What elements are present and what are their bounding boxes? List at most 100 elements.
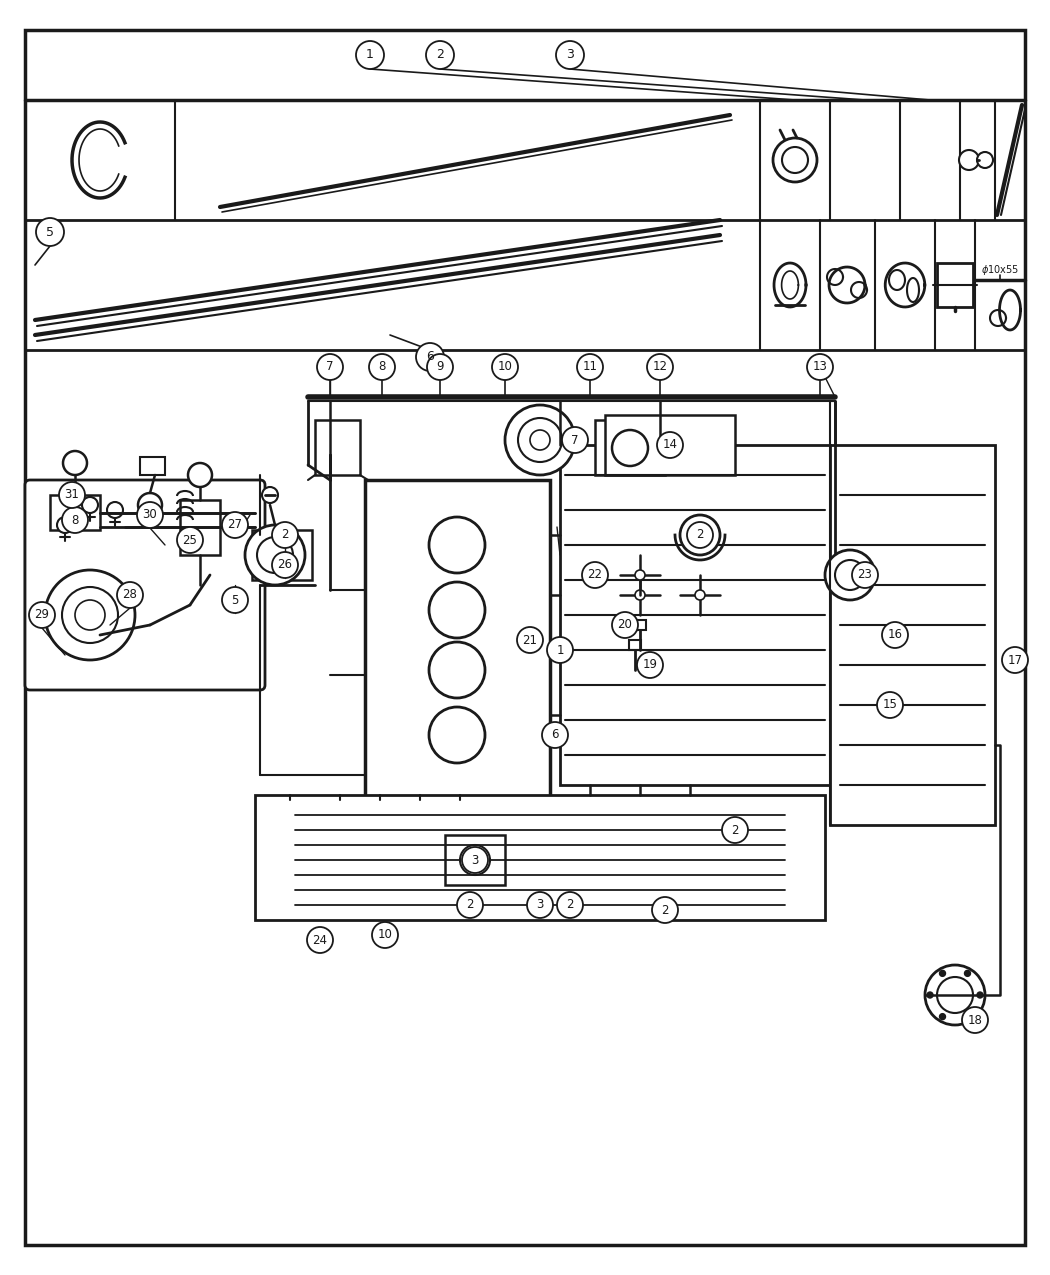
Text: 3: 3 bbox=[471, 853, 479, 867]
Circle shape bbox=[527, 892, 553, 918]
Circle shape bbox=[542, 722, 568, 748]
Circle shape bbox=[807, 354, 833, 380]
Circle shape bbox=[62, 586, 118, 643]
Bar bbox=[140, 456, 165, 476]
Text: 28: 28 bbox=[123, 589, 138, 602]
Text: 20: 20 bbox=[617, 618, 632, 631]
Circle shape bbox=[82, 497, 98, 513]
Text: 15: 15 bbox=[883, 699, 898, 711]
Circle shape bbox=[835, 560, 865, 590]
Circle shape bbox=[75, 601, 105, 630]
Circle shape bbox=[429, 708, 485, 762]
Bar bbox=[180, 500, 220, 555]
Circle shape bbox=[652, 898, 678, 923]
Circle shape bbox=[976, 152, 993, 168]
Circle shape bbox=[940, 970, 945, 977]
Circle shape bbox=[556, 892, 583, 918]
Text: 26: 26 bbox=[277, 558, 293, 571]
Circle shape bbox=[45, 570, 135, 660]
Text: 16: 16 bbox=[887, 629, 903, 641]
Circle shape bbox=[1002, 646, 1028, 673]
Text: 2: 2 bbox=[696, 529, 704, 542]
Circle shape bbox=[429, 516, 485, 572]
Circle shape bbox=[680, 515, 720, 555]
Circle shape bbox=[429, 581, 485, 638]
Text: 31: 31 bbox=[64, 488, 80, 501]
Circle shape bbox=[612, 430, 648, 465]
Circle shape bbox=[257, 537, 293, 572]
Circle shape bbox=[426, 41, 454, 69]
Circle shape bbox=[635, 570, 645, 580]
Circle shape bbox=[937, 977, 973, 1014]
Text: 8: 8 bbox=[71, 514, 79, 527]
Circle shape bbox=[356, 41, 384, 69]
Circle shape bbox=[962, 1007, 988, 1033]
Circle shape bbox=[29, 602, 55, 629]
Circle shape bbox=[965, 970, 970, 977]
Circle shape bbox=[825, 550, 875, 601]
Text: 25: 25 bbox=[183, 533, 197, 547]
Text: 6: 6 bbox=[551, 728, 559, 742]
Circle shape bbox=[177, 527, 203, 553]
Text: 7: 7 bbox=[571, 434, 579, 446]
Text: 5: 5 bbox=[46, 226, 54, 238]
Text: 2: 2 bbox=[566, 899, 573, 912]
Bar bbox=[50, 495, 100, 530]
Circle shape bbox=[852, 562, 878, 588]
Circle shape bbox=[222, 513, 248, 538]
Text: 8: 8 bbox=[378, 361, 385, 374]
Text: 13: 13 bbox=[813, 361, 827, 374]
Circle shape bbox=[272, 552, 298, 578]
Circle shape bbox=[59, 482, 85, 507]
Bar bbox=[634, 620, 646, 630]
Circle shape bbox=[657, 432, 682, 458]
Circle shape bbox=[518, 418, 562, 462]
Circle shape bbox=[492, 354, 518, 380]
Circle shape bbox=[107, 502, 123, 518]
Bar bbox=[937, 263, 973, 307]
Bar bbox=[445, 835, 505, 885]
Text: 2: 2 bbox=[436, 48, 444, 61]
Circle shape bbox=[562, 427, 588, 453]
Circle shape bbox=[695, 590, 705, 601]
Circle shape bbox=[877, 692, 903, 718]
Text: 19: 19 bbox=[643, 658, 657, 672]
Text: 2: 2 bbox=[731, 824, 739, 836]
Circle shape bbox=[647, 354, 673, 380]
Circle shape bbox=[460, 845, 490, 875]
Circle shape bbox=[62, 507, 88, 533]
Text: 2: 2 bbox=[662, 904, 669, 917]
Text: 2: 2 bbox=[466, 899, 474, 912]
Circle shape bbox=[612, 612, 638, 638]
Circle shape bbox=[462, 847, 488, 873]
Circle shape bbox=[272, 521, 298, 548]
Text: 11: 11 bbox=[583, 361, 597, 374]
Circle shape bbox=[372, 922, 398, 949]
Bar bbox=[255, 796, 825, 921]
Text: 24: 24 bbox=[313, 933, 328, 946]
Text: 23: 23 bbox=[858, 569, 873, 581]
Text: 2: 2 bbox=[281, 529, 289, 542]
Bar bbox=[315, 419, 360, 476]
Text: 14: 14 bbox=[663, 439, 677, 451]
Circle shape bbox=[138, 493, 162, 516]
Text: 6: 6 bbox=[426, 351, 434, 363]
Text: 3: 3 bbox=[566, 48, 574, 61]
Text: 1: 1 bbox=[366, 48, 374, 61]
Circle shape bbox=[976, 992, 983, 998]
Circle shape bbox=[222, 586, 248, 613]
Circle shape bbox=[556, 41, 584, 69]
Circle shape bbox=[688, 523, 712, 547]
Circle shape bbox=[517, 627, 543, 653]
Circle shape bbox=[63, 451, 87, 476]
Circle shape bbox=[429, 643, 485, 697]
Circle shape bbox=[416, 343, 444, 371]
Circle shape bbox=[927, 992, 933, 998]
Circle shape bbox=[773, 138, 817, 182]
Text: 1: 1 bbox=[556, 644, 564, 657]
Circle shape bbox=[959, 150, 979, 170]
Circle shape bbox=[369, 354, 395, 380]
Circle shape bbox=[317, 354, 343, 380]
Text: $\phi$10x55: $\phi$10x55 bbox=[981, 263, 1020, 277]
Bar bbox=[560, 445, 830, 785]
